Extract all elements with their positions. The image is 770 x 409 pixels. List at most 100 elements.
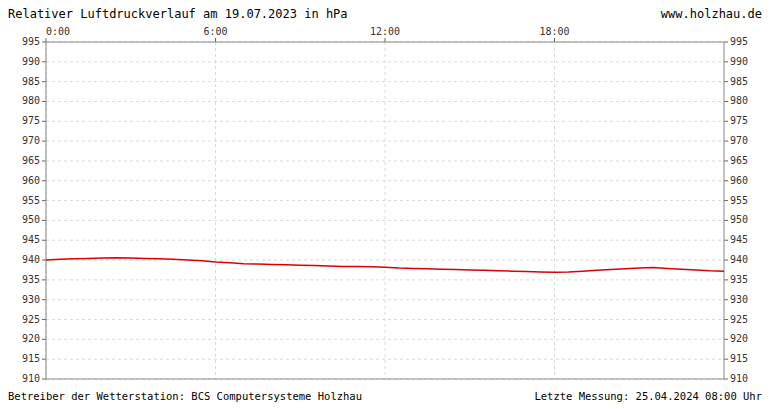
tick-y-right [724,220,728,221]
tick-label-y-right: 940 [730,254,748,265]
tick-x [215,38,216,42]
tick-y-left [42,141,46,142]
tick-y-left [42,319,46,320]
tick-label-y-right: 985 [730,76,748,87]
grid-line-y [46,81,724,82]
tick-label-y-left: 940 [22,254,40,265]
tick-y-left [42,260,46,261]
tick-x [385,38,386,42]
tick-label-y-right: 980 [730,95,748,106]
tick-label-y-left: 965 [22,155,40,166]
series-group [46,258,724,273]
tick-y-right [724,42,728,43]
tick-y-left [42,200,46,201]
tick-label-x: 18:00 [539,26,569,37]
tick-y-left [42,81,46,82]
tick-y-right [724,299,728,300]
line-series [46,258,724,273]
tick-label-x: 0:00 [46,26,70,37]
tick-label-y-right: 955 [730,195,748,206]
tick-label-y-left: 995 [22,36,40,47]
tick-x [554,38,555,42]
grid-line-x [215,42,216,379]
title: Relativer Luftdruckverlauf am 19.07.2023… [8,7,348,21]
grid-line-y [46,160,724,161]
tick-y-right [724,121,728,122]
tick-label-y-right: 975 [730,115,748,126]
tick-y-right [724,240,728,241]
tick-label-y-right: 970 [730,135,748,146]
tick-label-y-left: 950 [22,214,40,225]
tick-y-left [42,279,46,280]
tick-label-y-left: 970 [22,135,40,146]
tick-y-left [42,180,46,181]
chart: 910 910 915 915 920 920 925 925 930 930 935 935 940 9… [0,0,770,409]
annotation-url: www.holzhau.de [661,7,762,21]
tick-label-y-right: 930 [730,294,748,305]
tick-label-x: 6:00 [203,26,227,37]
tick-label-y-right: 990 [730,56,748,67]
tick-y-right [724,200,728,201]
tick-label-y-left: 960 [22,175,40,186]
tick-label-y-left: 980 [22,95,40,106]
tick-label-y-left: 990 [22,56,40,67]
tick-label-y-right: 960 [730,175,748,186]
tick-y-left [42,379,46,380]
tick-label-y-left: 920 [22,333,40,344]
grid-line-y [46,359,724,360]
tick-label-y-right: 915 [730,353,748,364]
tick-y-left [42,121,46,122]
tick-y-right [724,379,728,380]
tick-y-right [724,160,728,161]
tick-y-left [42,220,46,221]
tick-y-right [724,260,728,261]
tick-label-y-left: 985 [22,76,40,87]
tick-label-y-right: 925 [730,314,748,325]
annotation-footer-left: Betreiber der Wetterstation: BCS Compute… [8,390,362,402]
tick-label-y-right: 995 [730,36,748,47]
tick-label-y-right: 965 [730,155,748,166]
tick-y-right [724,101,728,102]
tick-label-y-right: 935 [730,274,748,285]
tick-y-left [42,299,46,300]
tick-y-left [42,339,46,340]
tick-label-y-left: 910 [22,373,40,384]
tick-x [46,38,47,42]
tick-label-y-right: 945 [730,234,748,245]
tick-label-y-right: 950 [730,214,748,225]
tick-label-y-right: 910 [730,373,748,384]
tick-label-x: 12:00 [370,26,400,37]
tick-label-y-right: 920 [730,333,748,344]
tick-y-right [724,359,728,360]
tick-y-left [42,61,46,62]
grid-line-y [46,339,724,340]
axes: 910 910 915 915 920 920 925 925 930 930 935 935 940 9… [22,26,748,384]
tick-y-right [724,61,728,62]
plot-frame [46,42,724,379]
tick-y-left [42,42,46,43]
tick-y-left [42,160,46,161]
tick-label-y-left: 975 [22,115,40,126]
tick-y-right [724,141,728,142]
grid-line-y [46,220,724,221]
tick-label-y-left: 925 [22,314,40,325]
grid-line-y [46,279,724,280]
tick-y-right [724,339,728,340]
tick-y-right [724,319,728,320]
tick-y-left [42,359,46,360]
grid [46,42,724,379]
tick-label-y-left: 945 [22,234,40,245]
grid-line-x [554,42,555,379]
tick-label-y-left: 930 [22,294,40,305]
tick-y-right [724,81,728,82]
tick-label-y-left: 935 [22,274,40,285]
tick-label-y-left: 955 [22,195,40,206]
annotation-footer-right: Letzte Messung: 25.04.2024 08:00 Uhr [534,390,762,402]
tick-y-left [42,240,46,241]
grid-line-y [46,101,724,102]
tick-label-y-left: 915 [22,353,40,364]
tick-y-right [724,279,728,280]
grid-line-x [385,42,386,379]
tick-y-left [42,101,46,102]
tick-y-right [724,180,728,181]
